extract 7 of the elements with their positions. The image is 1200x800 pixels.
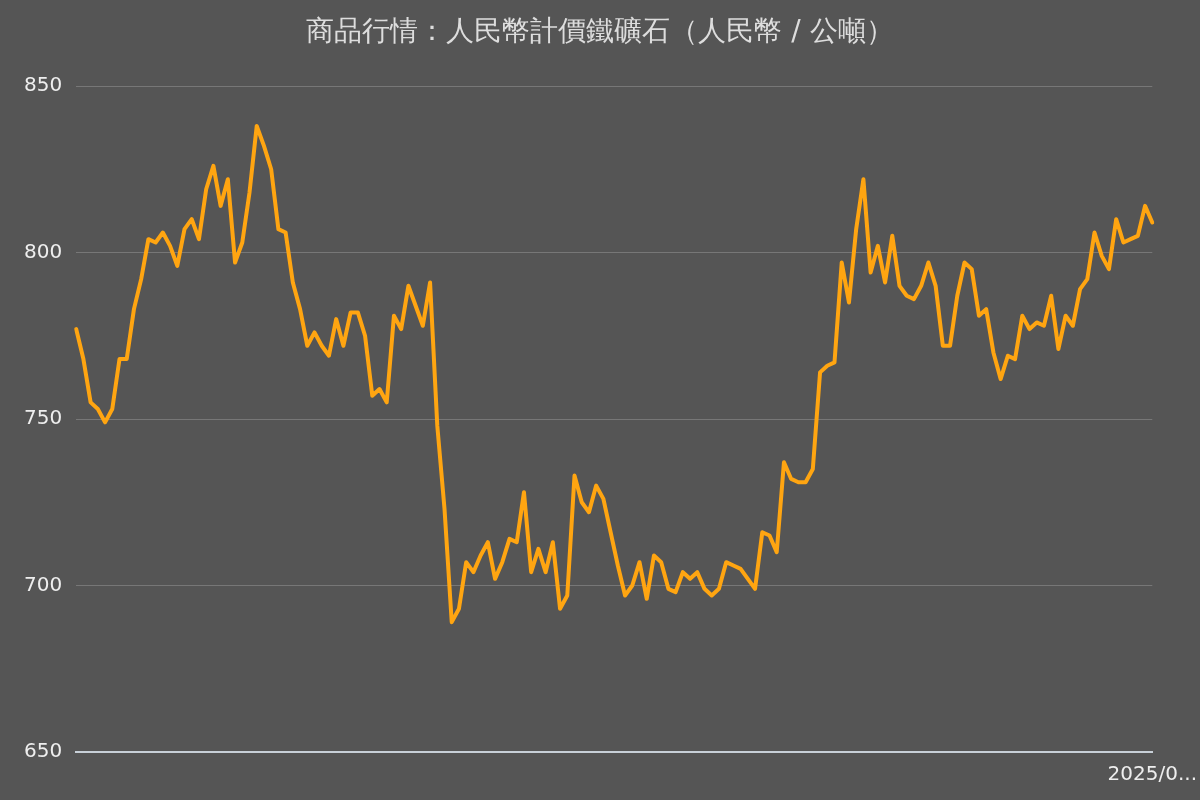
x-tick-label: 2025/0... <box>1107 761 1197 786</box>
y-tick-label: 800 <box>23 238 63 263</box>
y-tick-label: 700 <box>23 571 63 596</box>
y-tick-label: 850 <box>23 72 63 97</box>
y-tick-label: 750 <box>23 405 63 430</box>
y-tick-label: 650 <box>23 738 63 763</box>
chart-title: 商品行情：人民幣計價鐵礦石（人民幣 / 公噸） <box>305 13 895 49</box>
